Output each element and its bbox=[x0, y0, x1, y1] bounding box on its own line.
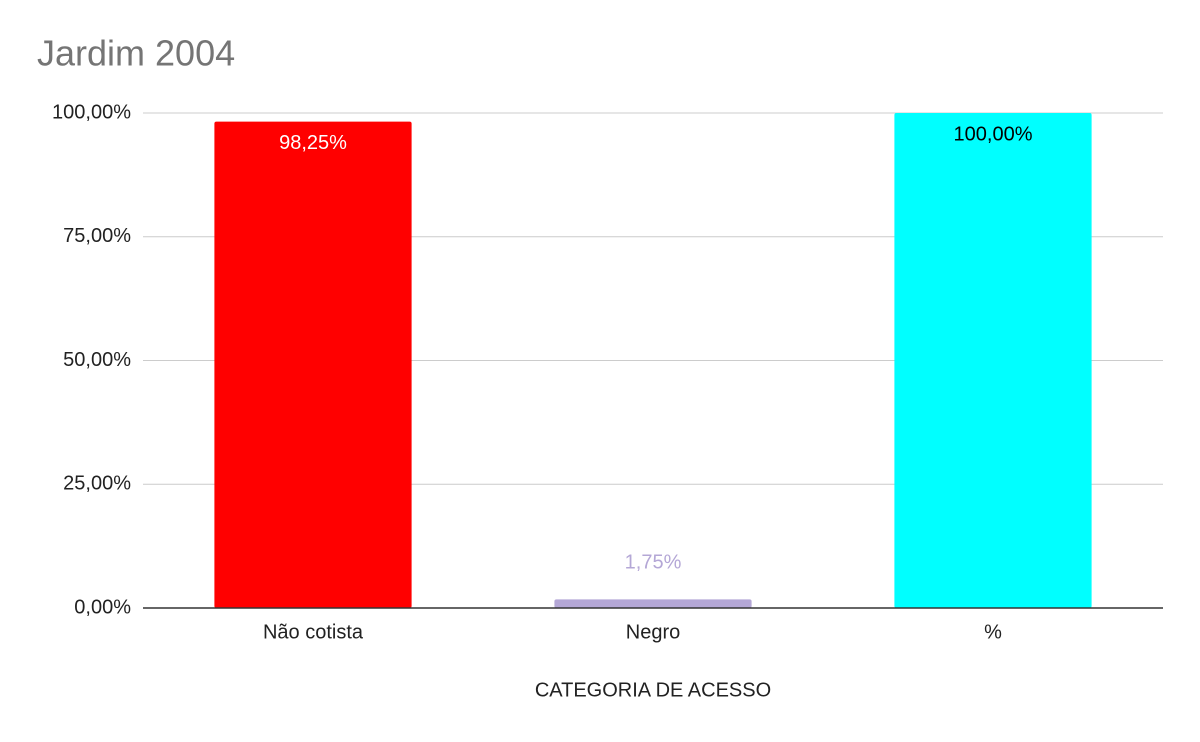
value-label: 100,00% bbox=[954, 123, 1033, 145]
x-axis-label: CATEGORIA DE ACESSO bbox=[535, 679, 771, 701]
y-tick-label: 100,00% bbox=[52, 101, 131, 123]
value-label: 98,25% bbox=[279, 132, 347, 154]
bar bbox=[214, 121, 412, 608]
bar bbox=[554, 599, 752, 608]
x-tick-label: % bbox=[984, 621, 1002, 643]
value-label: 1,75% bbox=[625, 552, 682, 574]
y-tick-label: 0,00% bbox=[74, 596, 131, 618]
y-tick-label: 50,00% bbox=[63, 349, 131, 371]
chart-title: Jardim 2004 bbox=[37, 33, 235, 74]
bar bbox=[894, 113, 1092, 608]
x-tick-label: Negro bbox=[626, 621, 680, 643]
x-tick-label: Não cotista bbox=[263, 621, 364, 643]
y-tick-label: 25,00% bbox=[63, 473, 131, 495]
y-tick-label: 75,00% bbox=[63, 225, 131, 247]
